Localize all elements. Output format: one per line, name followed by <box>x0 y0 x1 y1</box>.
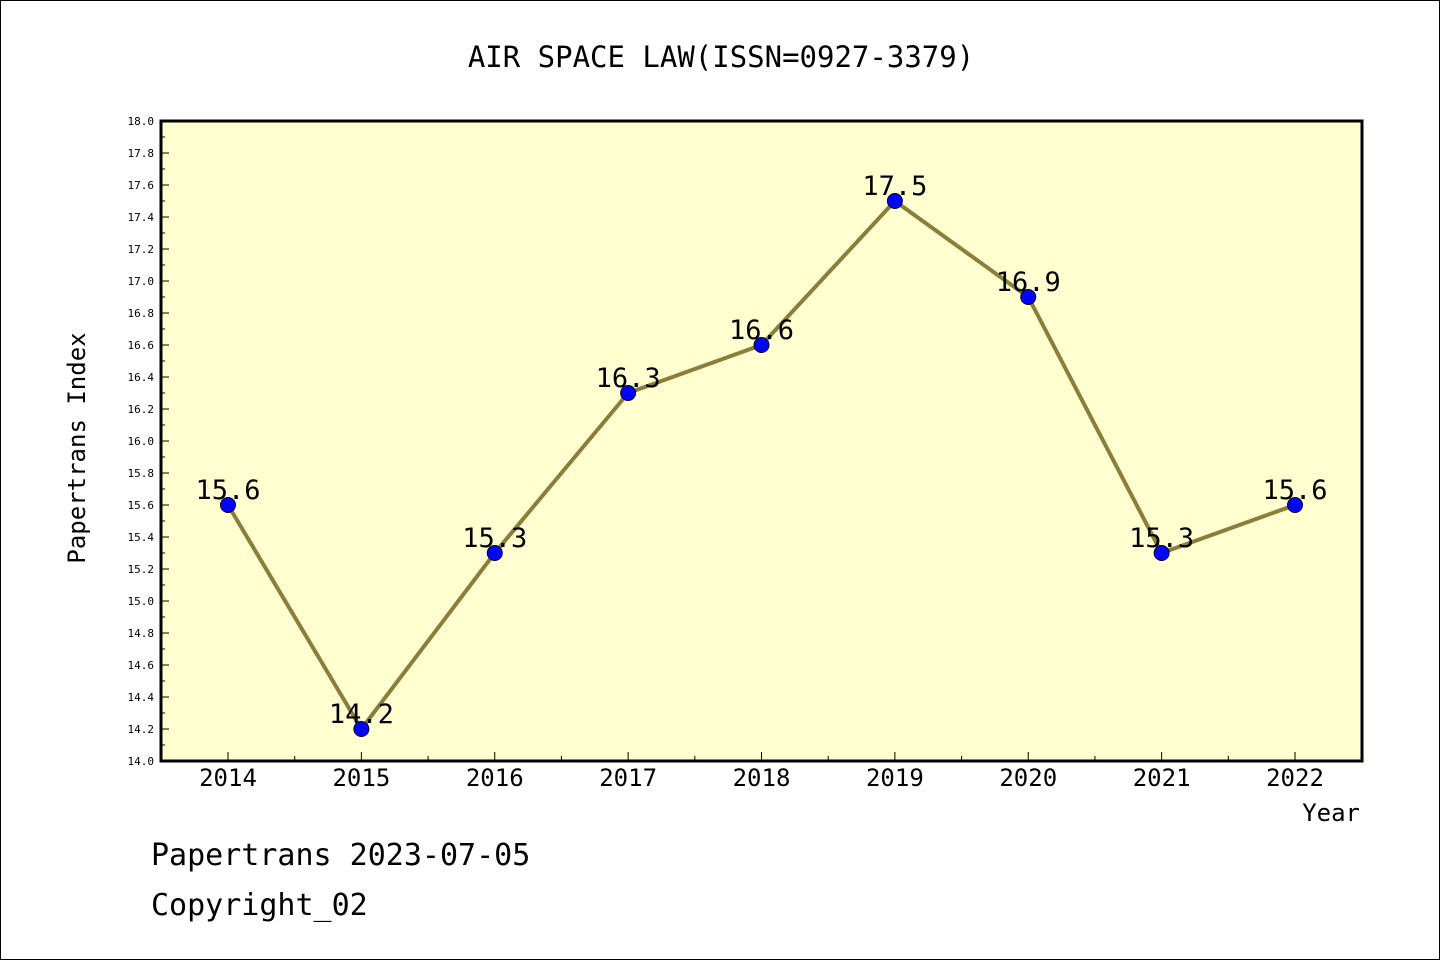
data-point <box>753 337 770 353</box>
data-point <box>1153 545 1170 561</box>
data-point <box>353 721 370 737</box>
y-tick-label: 14.8 <box>128 627 155 640</box>
y-tick-label: 16.8 <box>128 307 155 320</box>
y-tick-label: 17.0 <box>128 275 155 288</box>
y-tick-label: 14.2 <box>128 723 155 736</box>
data-labels: 15.6 14.2 15.3 16.3 16.6 17.5 16.9 15.3 15.6 <box>195 171 1327 730</box>
data-label: 15.6 <box>195 475 260 506</box>
data-label: 17.5 <box>862 171 927 202</box>
plot-area <box>161 121 1362 761</box>
data-label: 15.3 <box>1129 523 1194 554</box>
y-tick-label: 15.6 <box>128 499 155 512</box>
data-label: 15.3 <box>462 523 527 554</box>
data-markers <box>220 193 1303 737</box>
x-tick-label: 2018 <box>733 764 791 792</box>
y-tick-label: 17.2 <box>128 243 155 256</box>
data-label: 14.2 <box>329 699 394 730</box>
data-point <box>1287 497 1303 513</box>
x-tick-label: 2017 <box>599 764 657 792</box>
y-tick-label: 17.6 <box>128 179 155 192</box>
y-tick-label: 17.4 <box>128 211 155 224</box>
data-point <box>886 193 903 209</box>
y-tick-label: 16.0 <box>128 435 155 448</box>
y-axis-title: Papertrans Index <box>63 332 91 563</box>
data-point <box>486 545 503 561</box>
x-axis-title: Year <box>1302 799 1360 827</box>
y-tick-label: 15.0 <box>128 595 155 608</box>
x-tick-label: 2016 <box>466 764 524 792</box>
y-tick-label: 14.0 <box>128 755 155 768</box>
y-tick-label: 17.8 <box>128 147 155 160</box>
x-tick-label: 2019 <box>866 764 924 792</box>
y-tick-label: 16.2 <box>128 403 155 416</box>
data-label: 16.9 <box>996 267 1061 298</box>
y-tick-label: 18.0 <box>128 115 155 128</box>
y-tick-label: 14.4 <box>128 691 155 704</box>
y-tick-label: 15.8 <box>128 467 155 480</box>
x-tick-label: 2022 <box>1266 764 1324 792</box>
y-axis-ticks: 14.0 14.2 14.4 14.6 14.8 15.0 15.2 15.4 15.6 15.8… <box>128 115 169 768</box>
data-label: 16.6 <box>729 315 794 346</box>
data-point <box>1020 289 1037 305</box>
x-tick-label: 2020 <box>999 764 1057 792</box>
x-axis-ticks: 2014 2015 2016 2017 2018 2019 2020 2021 2022 <box>199 752 1324 792</box>
y-tick-label: 16.6 <box>128 339 155 352</box>
y-tick-label: 14.6 <box>128 659 155 672</box>
x-tick-label: 2014 <box>199 764 257 792</box>
data-label: 16.3 <box>596 363 661 394</box>
plot-border <box>159 119 1364 763</box>
x-tick-label: 2021 <box>1133 764 1191 792</box>
footer-copyright: Copyright_02 <box>151 888 368 923</box>
y-tick-label: 16.4 <box>128 371 155 384</box>
x-tick-label: 2015 <box>332 764 390 792</box>
footer-date: Papertrans 2023-07-05 <box>151 838 530 873</box>
chart-title: AIR SPACE LAW(ISSN=0927-3379) <box>468 40 974 74</box>
y-tick-label: 15.2 <box>128 563 155 576</box>
y-tick-label: 15.4 <box>128 531 155 544</box>
data-label: 15.6 <box>1262 475 1327 506</box>
data-point <box>620 385 637 401</box>
data-point <box>220 497 236 513</box>
